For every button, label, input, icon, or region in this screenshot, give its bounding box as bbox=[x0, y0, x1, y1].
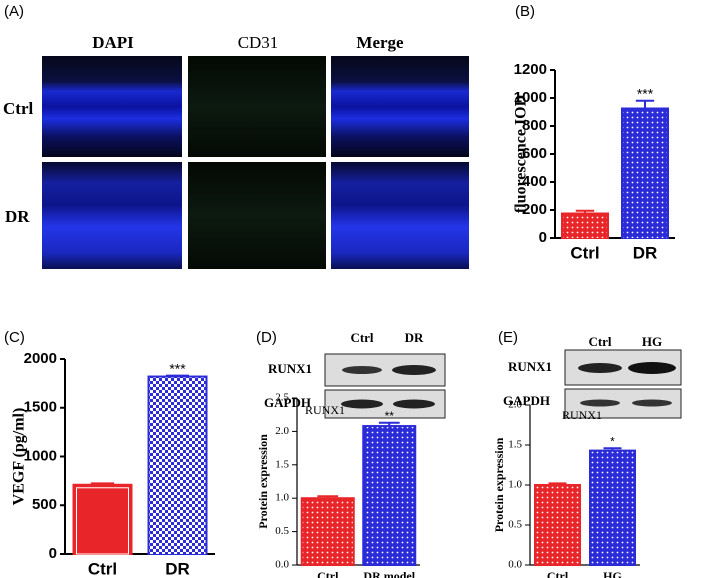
error-bar bbox=[165, 374, 190, 377]
bar-pattern bbox=[536, 486, 579, 565]
chart-subtitle: RUNX1 bbox=[562, 408, 602, 422]
y-tick-label: 2.5 bbox=[275, 392, 289, 404]
x-tick-label: Ctrl bbox=[317, 569, 339, 578]
column-label: CD31 bbox=[238, 33, 279, 52]
panel-label: (A) bbox=[4, 3, 24, 20]
y-axis-label: Protein expression bbox=[256, 434, 270, 529]
y-axis-label: VEGF (pg/ml) bbox=[11, 408, 28, 506]
band-label: GAPDH bbox=[503, 393, 550, 408]
bar-pattern bbox=[149, 377, 206, 554]
band-label: RUNX1 bbox=[268, 361, 312, 376]
panel-label: (E) bbox=[498, 329, 518, 346]
bar-pattern bbox=[364, 427, 415, 565]
y-tick-label: 1500 bbox=[24, 399, 57, 416]
row-label: Ctrl bbox=[3, 99, 33, 118]
error-bar bbox=[90, 482, 115, 485]
lane-label: Ctrl bbox=[588, 334, 611, 349]
chart-subtitle: RUNX1 bbox=[305, 403, 345, 417]
significance: *** bbox=[637, 86, 654, 102]
bar bbox=[72, 483, 133, 555]
y-tick-label: 500 bbox=[32, 496, 57, 513]
band-label: GAPDH bbox=[264, 395, 311, 410]
column-label: DAPI bbox=[92, 33, 134, 52]
lane-label: DR bbox=[405, 330, 424, 345]
y-axis-label: Protein expression bbox=[492, 437, 506, 532]
column-label: Merge bbox=[356, 33, 404, 52]
significance: *** bbox=[169, 360, 186, 376]
y-tick-label: 400 bbox=[522, 173, 547, 190]
y-tick-label: 1.0 bbox=[275, 492, 289, 504]
y-tick-label: 1.5 bbox=[275, 458, 289, 470]
y-tick-label: 600 bbox=[522, 145, 547, 162]
x-tick-label: DR bbox=[165, 559, 190, 578]
y-tick-label: 1.5 bbox=[508, 439, 522, 451]
lane-label: Ctrl bbox=[350, 330, 373, 345]
lane-label: HG bbox=[642, 334, 662, 349]
panel-label: (C) bbox=[4, 329, 25, 346]
bar-inner bbox=[76, 487, 129, 555]
y-tick-label: 0.5 bbox=[508, 519, 522, 531]
row-label: DR bbox=[5, 207, 30, 226]
significance: ** bbox=[385, 409, 395, 423]
band-label: RUNX1 bbox=[508, 359, 552, 374]
error-bar bbox=[548, 482, 567, 485]
x-tick-label: Ctrl bbox=[88, 559, 117, 578]
x-tick-label: Ctrl bbox=[570, 243, 599, 262]
error-bar bbox=[635, 99, 655, 109]
y-tick-label: 0 bbox=[49, 545, 57, 562]
y-tick-label: 800 bbox=[522, 117, 547, 134]
bar-pattern bbox=[302, 499, 353, 565]
panel-label: (B) bbox=[515, 3, 535, 20]
y-tick-label: 2.0 bbox=[275, 425, 289, 437]
y-tick-label: 1000 bbox=[514, 89, 547, 106]
y-tick-label: 1200 bbox=[514, 61, 547, 78]
error-bar bbox=[575, 209, 595, 214]
significance: * bbox=[610, 434, 615, 448]
y-tick-label: 2000 bbox=[24, 350, 57, 367]
bar-pattern bbox=[563, 214, 607, 238]
error-bar bbox=[378, 421, 400, 427]
blot-images bbox=[324, 349, 682, 419]
y-tick-label: 0.0 bbox=[508, 559, 522, 571]
y-tick-label: 1.0 bbox=[508, 479, 522, 491]
y-tick-label: 1000 bbox=[24, 447, 57, 464]
bar-pattern bbox=[623, 109, 667, 238]
y-tick-label: 0.0 bbox=[275, 559, 289, 571]
x-tick-label: Ctrl bbox=[547, 569, 569, 578]
y-tick-label: 200 bbox=[522, 201, 547, 218]
bar-pattern bbox=[591, 451, 634, 565]
x-tick-label: DR bbox=[633, 243, 658, 262]
micrographs bbox=[42, 56, 469, 269]
x-tick-label: DR model bbox=[363, 569, 415, 578]
error-bar bbox=[317, 495, 339, 499]
panel-label: (D) bbox=[256, 329, 277, 346]
y-tick-label: 2.0 bbox=[508, 399, 522, 411]
y-tick-label: 0.5 bbox=[275, 525, 289, 537]
x-tick-label: HG bbox=[603, 569, 622, 578]
y-axis-label: fluorescence IOD bbox=[513, 95, 530, 213]
y-tick-label: 0 bbox=[539, 229, 547, 246]
error-bar bbox=[603, 447, 622, 451]
